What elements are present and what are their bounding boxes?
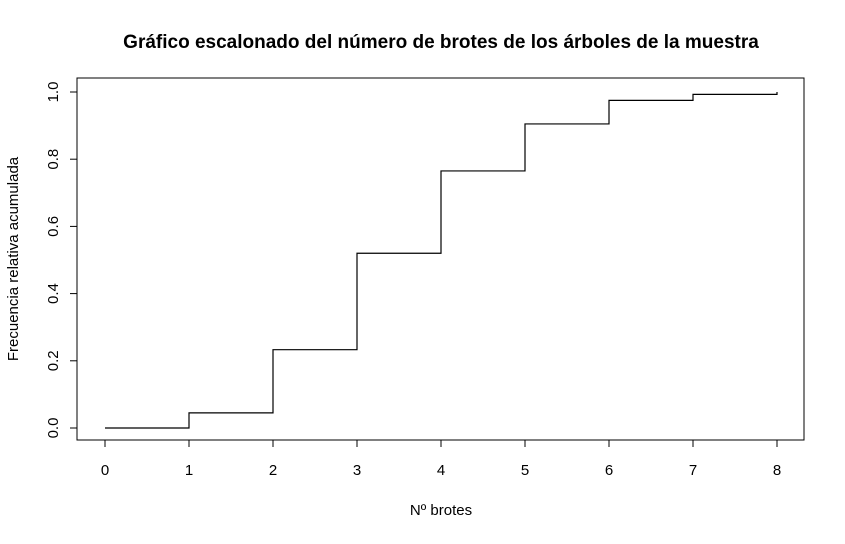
x-tick-label: 7 [689, 462, 697, 479]
x-tick-label: 3 [353, 462, 361, 479]
x-tick-label: 8 [773, 462, 781, 479]
y-tick-label: 0.0 [45, 418, 62, 439]
x-tick-label: 2 [269, 462, 277, 479]
y-ticks: 0.0 0.2 0.4 0.6 0.8 1.0 [45, 82, 77, 439]
step-series-line [105, 92, 778, 429]
y-tick-label: 0.4 [45, 283, 62, 304]
series-layer [105, 92, 778, 429]
y-tick-label: 0.2 [45, 350, 62, 371]
x-tick-label: 4 [437, 462, 445, 479]
chart-title: Gráfico escalonado del número de brotes … [123, 32, 759, 53]
x-tick-label: 1 [185, 462, 193, 479]
y-tick-label: 0.6 [45, 216, 62, 237]
plot-frame [76, 77, 805, 441]
x-ticks: 0 1 2 3 4 5 6 7 8 [101, 440, 781, 479]
x-tick-label: 6 [605, 462, 613, 479]
y-axis-label: Frecuencia relativa acumulada [5, 156, 22, 361]
x-tick-label: 0 [101, 462, 109, 479]
x-tick-label: 5 [521, 462, 529, 479]
y-tick-label: 0.8 [45, 149, 62, 170]
y-tick-label: 1.0 [45, 82, 62, 103]
x-axis-label: Nº brotes [410, 502, 472, 519]
